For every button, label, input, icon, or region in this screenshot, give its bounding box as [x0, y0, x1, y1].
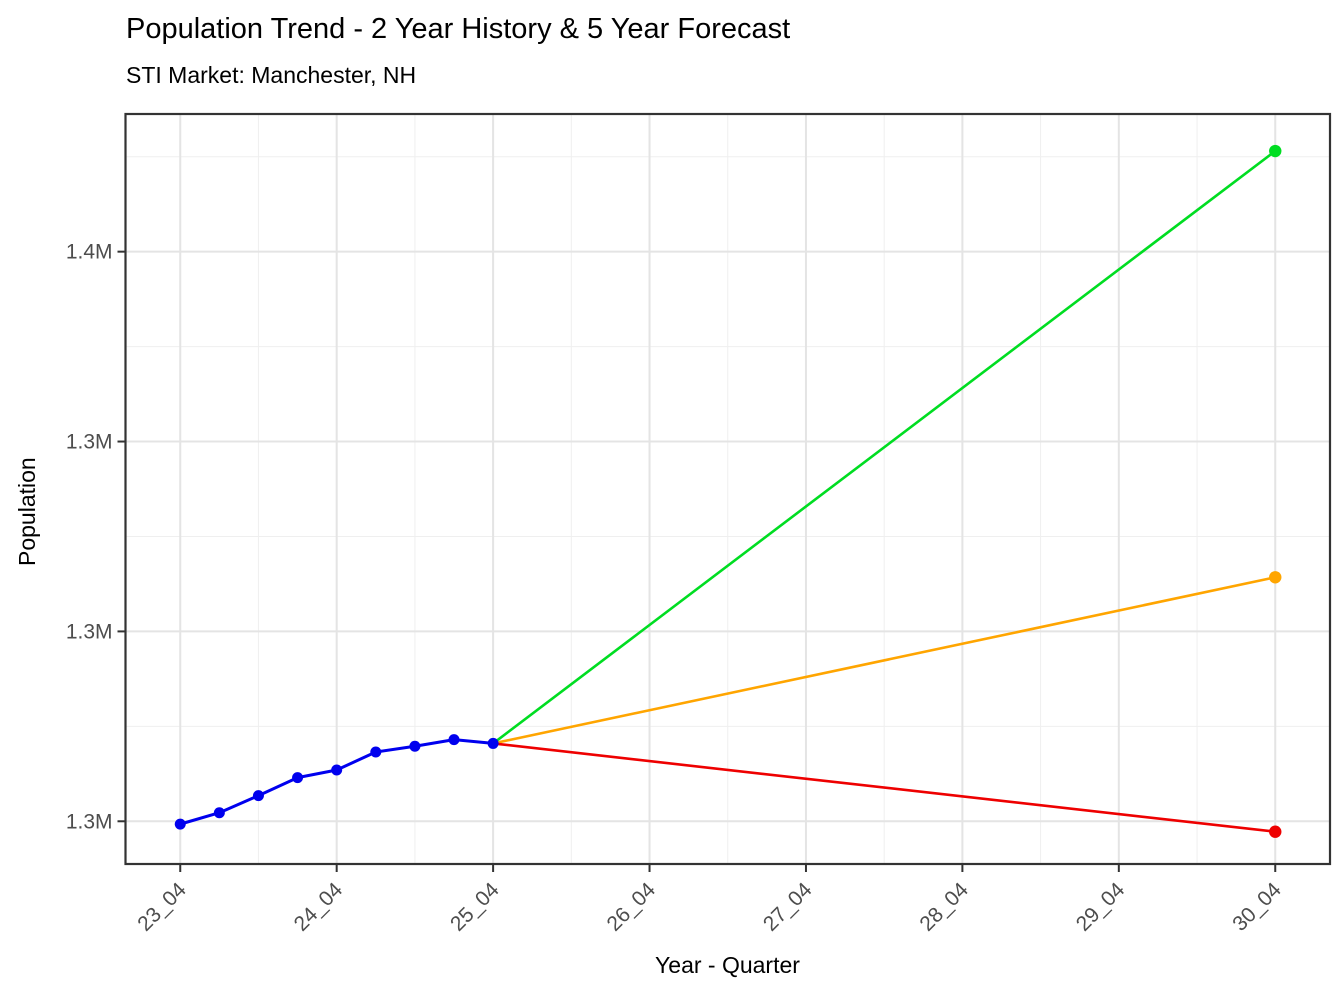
x-tick-label: 25_04 [446, 878, 504, 936]
chart-title: Population Trend - 2 Year History & 5 Ye… [126, 13, 791, 45]
y-tick-label: 1.4M [66, 241, 113, 264]
data-point-history [409, 740, 421, 752]
data-point-history [174, 818, 186, 830]
panel-border [124, 112, 1332, 866]
x-tick-label: 23_04 [133, 878, 191, 936]
data-point-forecast-low [1269, 825, 1282, 838]
data-point-history [292, 772, 304, 784]
x-tick-label: 26_04 [603, 878, 661, 936]
series-forecast-mid-line [491, 575, 1277, 745]
x-tick-label: 28_04 [915, 878, 973, 936]
data-point-history [370, 746, 382, 758]
data-point-forecast-high [1269, 144, 1282, 158]
data-point-history [252, 790, 264, 802]
chart-subtitle: STI Market: Manchester, NH [126, 62, 417, 88]
data-point-history [213, 807, 225, 819]
x-tick-label: 29_04 [1072, 878, 1130, 936]
x-tick-label: 30_04 [1228, 878, 1286, 936]
series-forecast-low-line [491, 742, 1277, 834]
y-tick-label: 1.3M [66, 620, 113, 643]
x-tick-label: 24_04 [290, 878, 348, 936]
x-tick-label: 27_04 [759, 878, 817, 936]
series-forecast-high-line [491, 149, 1277, 745]
x-axis-title: Year - Quarter [655, 952, 800, 978]
y-tick-label: 1.3M [66, 810, 113, 833]
y-tick-label: 1.3M [66, 431, 113, 454]
data-point-history [448, 734, 460, 746]
data-point-forecast-mid [1269, 571, 1282, 584]
data-point-history [487, 737, 499, 749]
data-point-history [331, 764, 343, 776]
